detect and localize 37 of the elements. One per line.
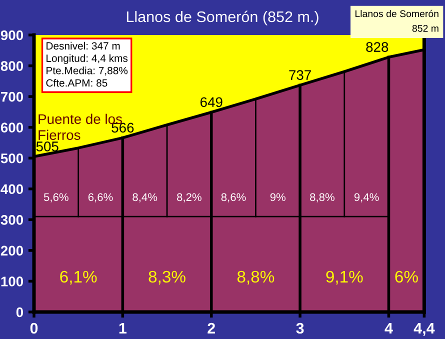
text: Llanos de Somerón 852 m: [355, 10, 438, 32]
y-tick-label: 200: [0, 246, 24, 256]
x-tick-label: 2: [208, 322, 215, 334]
y-tick-label: 0: [16, 307, 24, 318]
y-tick-label: 500: [0, 153, 24, 164]
annotation: 8,8%: [310, 193, 334, 202]
annotation: 8,4%: [132, 193, 158, 202]
x-tick-label: 0: [30, 322, 38, 334]
annotation: 8,2%: [177, 193, 202, 202]
y-tick-label: 900: [0, 30, 24, 40]
x-tick-label: 4,4: [414, 322, 435, 336]
data-label: 828: [366, 42, 388, 52]
y-tick-label: 700: [1, 92, 24, 102]
x-tick-label: 3: [296, 322, 304, 334]
annotation: 8,3%: [148, 270, 186, 285]
y-tick-label: 800: [0, 61, 24, 71]
annotation: 6,1%: [60, 270, 97, 285]
annotation: 9,1%: [326, 270, 363, 285]
annotation: 9%: [270, 193, 286, 202]
annotation: 5,6%: [44, 193, 68, 202]
x-tick-label: 1: [119, 322, 127, 334]
annotation: 6,6%: [88, 193, 113, 202]
y-tick-label: 600: [0, 122, 24, 133]
y-tick-label: 100: [1, 276, 24, 286]
x-tick-label: 4: [384, 322, 393, 334]
annotation: 9,4%: [354, 193, 379, 202]
y-tick-label: 300: [0, 215, 24, 225]
chart-title: Llanos de Somerón (852 m.): [126, 10, 318, 26]
annotation: 8,6%: [221, 193, 246, 202]
data-label: 649: [200, 97, 222, 108]
annotation: 8,8%: [237, 270, 274, 285]
annotation: 6%: [395, 270, 418, 283]
annotation: Desnivel: 347 m Longitud: 4,4 kms Pte.Media: 7,88% Cfte.APM: 85: [46, 42, 128, 87]
data-label: 566: [112, 122, 134, 133]
y-tick-label: 400: [0, 184, 24, 194]
data-label: 505: [36, 142, 58, 152]
data-label: 737: [289, 70, 311, 80]
